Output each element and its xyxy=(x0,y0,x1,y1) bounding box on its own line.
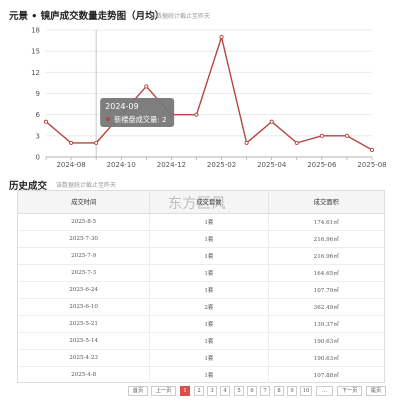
pager-page-9[interactable]: 9 xyxy=(287,386,297,396)
data-point xyxy=(244,140,249,145)
table-row: 2025-8-5 1套 174.61㎡ xyxy=(18,213,384,231)
cell-area: 362.49㎡ xyxy=(268,298,384,316)
data-point xyxy=(369,147,375,152)
cell-units: 1套 xyxy=(149,315,269,333)
data-point xyxy=(144,84,149,89)
cell-time: 2025-7-9 xyxy=(18,247,151,265)
x-tick-label: 2025-04 xyxy=(257,161,287,169)
x-tick-label: 2025-02 xyxy=(207,161,236,169)
pager-page-2[interactable]: 2 xyxy=(194,386,204,396)
cell-time: 2025-5-14 xyxy=(18,332,151,350)
cell-units: 1套 xyxy=(149,230,269,248)
tooltip-category: 2024-09 xyxy=(105,102,138,111)
header-deal-area: 成交面积 xyxy=(268,191,384,214)
table-row: 2025-7-3 1套 164.65㎡ xyxy=(18,264,384,282)
chart-data-note: 该数据统计截止至昨天 xyxy=(150,13,211,20)
history-table: 成交时间 成交套数 成交面积 2025-8-5 1套 174.61㎡ 2025-… xyxy=(17,190,385,383)
cell-area: 139.37㎡ xyxy=(268,315,384,333)
cell-area: 190.63㎡ xyxy=(268,349,384,367)
pager-page-5[interactable]: 5 xyxy=(234,386,244,396)
cell-units: 1套 xyxy=(149,264,269,282)
cell-units: 1套 xyxy=(149,366,269,383)
table-row: 2025-4-23 1套 190.63㎡ xyxy=(18,349,384,367)
cell-area: 216.96㎡ xyxy=(268,247,384,265)
series-line xyxy=(45,34,373,151)
cell-time: 2025-8-5 xyxy=(18,213,151,231)
pager-next-button[interactable]: 下一页 xyxy=(337,386,362,396)
cell-time: 2025-7-30 xyxy=(18,230,151,248)
y-tick-label: 6 xyxy=(36,111,41,119)
table-row: 2025-5-21 1套 139.37㎡ xyxy=(18,315,384,333)
cell-area: 190.63㎡ xyxy=(268,332,384,350)
cell-time: 2025-4-8 xyxy=(18,366,151,383)
cell-units: 1套 xyxy=(149,213,269,231)
table-row: 2025-5-14 1套 190.63㎡ xyxy=(18,332,384,350)
cell-time: 2025-6-24 xyxy=(18,281,151,299)
data-point xyxy=(194,112,199,117)
cell-area: 164.65㎡ xyxy=(268,264,384,282)
y-tick-label: 3 xyxy=(36,132,40,140)
header-deal-units: 成交套数 xyxy=(149,191,269,214)
cell-time: 2025-4-23 xyxy=(18,349,151,367)
chart-title: 元景 • 镜庐成交数量走势图（月均） xyxy=(9,11,165,22)
pager-page-6[interactable]: 6 xyxy=(247,386,257,396)
y-tick-label: 9 xyxy=(36,90,40,98)
header-deal-time: 成交时间 xyxy=(18,191,151,214)
table-row: 2025-7-9 1套 216.96㎡ xyxy=(18,247,384,265)
tooltip-value: 新楼盘成交量: 2 xyxy=(114,115,166,124)
cell-units: 1套 xyxy=(149,281,269,299)
cell-area: 107.88㎡ xyxy=(313,372,339,379)
trend-line-chart: 0 3 6 9 12 15 18 2024-08 2024-10 2024-12 2025-02 20… xyxy=(31,27,387,170)
table-header-row: 成交时间 成交套数 成交面积 xyxy=(18,191,384,214)
cell-time: 2025-7-3 xyxy=(18,264,151,282)
data-point xyxy=(269,119,274,124)
cell-units: 1套 xyxy=(149,247,269,265)
pager-page-4[interactable]: 4 xyxy=(220,386,230,396)
cell-area: 174.61㎡ xyxy=(268,213,384,231)
data-point xyxy=(294,140,299,145)
data-point xyxy=(344,133,349,138)
pager-page-1[interactable]: 1 xyxy=(180,386,190,396)
x-tick-label: 2024-08 xyxy=(56,161,85,169)
pager-page-8[interactable]: 8 xyxy=(274,386,284,396)
pager-page-10[interactable]: 10 xyxy=(300,386,312,396)
y-tick-label: 15 xyxy=(31,48,40,56)
data-point xyxy=(319,133,324,138)
table-row: 2025-7-30 1套 216.96㎡ xyxy=(18,230,384,248)
x-tick-label: 2025-06 xyxy=(307,161,337,169)
data-point xyxy=(94,140,99,145)
table-row: 2025-6-24 1套 107.79㎡ xyxy=(18,281,384,299)
data-point xyxy=(43,119,49,124)
pager-page-3[interactable]: 3 xyxy=(207,386,217,396)
data-point xyxy=(69,140,74,145)
cell-units: 2套 xyxy=(149,298,269,316)
x-tick-label: 2024-12 xyxy=(157,161,186,169)
data-point xyxy=(219,35,224,40)
history-title: 历史成交 xyxy=(9,181,48,192)
pager-last-button[interactable]: 尾页 xyxy=(366,386,386,396)
y-tick-label: 0 xyxy=(36,154,40,162)
x-tick-label: 2025-08 xyxy=(357,161,386,169)
table-row: 2025-4-8 1套 107.88㎡ xyxy=(18,366,384,383)
pager-page-7[interactable]: 7 xyxy=(260,386,270,396)
x-tick-label: 2024-10 xyxy=(107,161,136,169)
history-data-note: 该数据统计截止至昨天 xyxy=(56,182,117,189)
tooltip-series-marker xyxy=(105,116,111,122)
y-tick-label: 18 xyxy=(31,27,40,35)
cell-units: 1套 xyxy=(149,332,269,350)
cell-units: 1套 xyxy=(149,349,269,367)
cell-area: 107.79㎡ xyxy=(268,281,384,299)
watermark-text: 东方区风 xyxy=(168,196,226,212)
pager-prev-button[interactable]: 上一页 xyxy=(151,386,176,396)
tooltip-box xyxy=(100,98,175,127)
cell-time: 2025-6-10 xyxy=(18,298,151,316)
pager-first-button[interactable]: 首页 xyxy=(128,386,148,396)
pager-ellipsis: ... xyxy=(316,386,333,396)
cell-time: 2025-5-21 xyxy=(18,315,151,333)
table-row: 2025-6-10 2套 362.49㎡ xyxy=(18,298,384,316)
cell-area: 216.96㎡ xyxy=(268,230,384,248)
pagination: 首页 上一页 1 2 3 4 5 6 7 8 9 10 ... 下一页 尾页 xyxy=(0,386,400,398)
y-tick-label: 12 xyxy=(31,69,40,77)
